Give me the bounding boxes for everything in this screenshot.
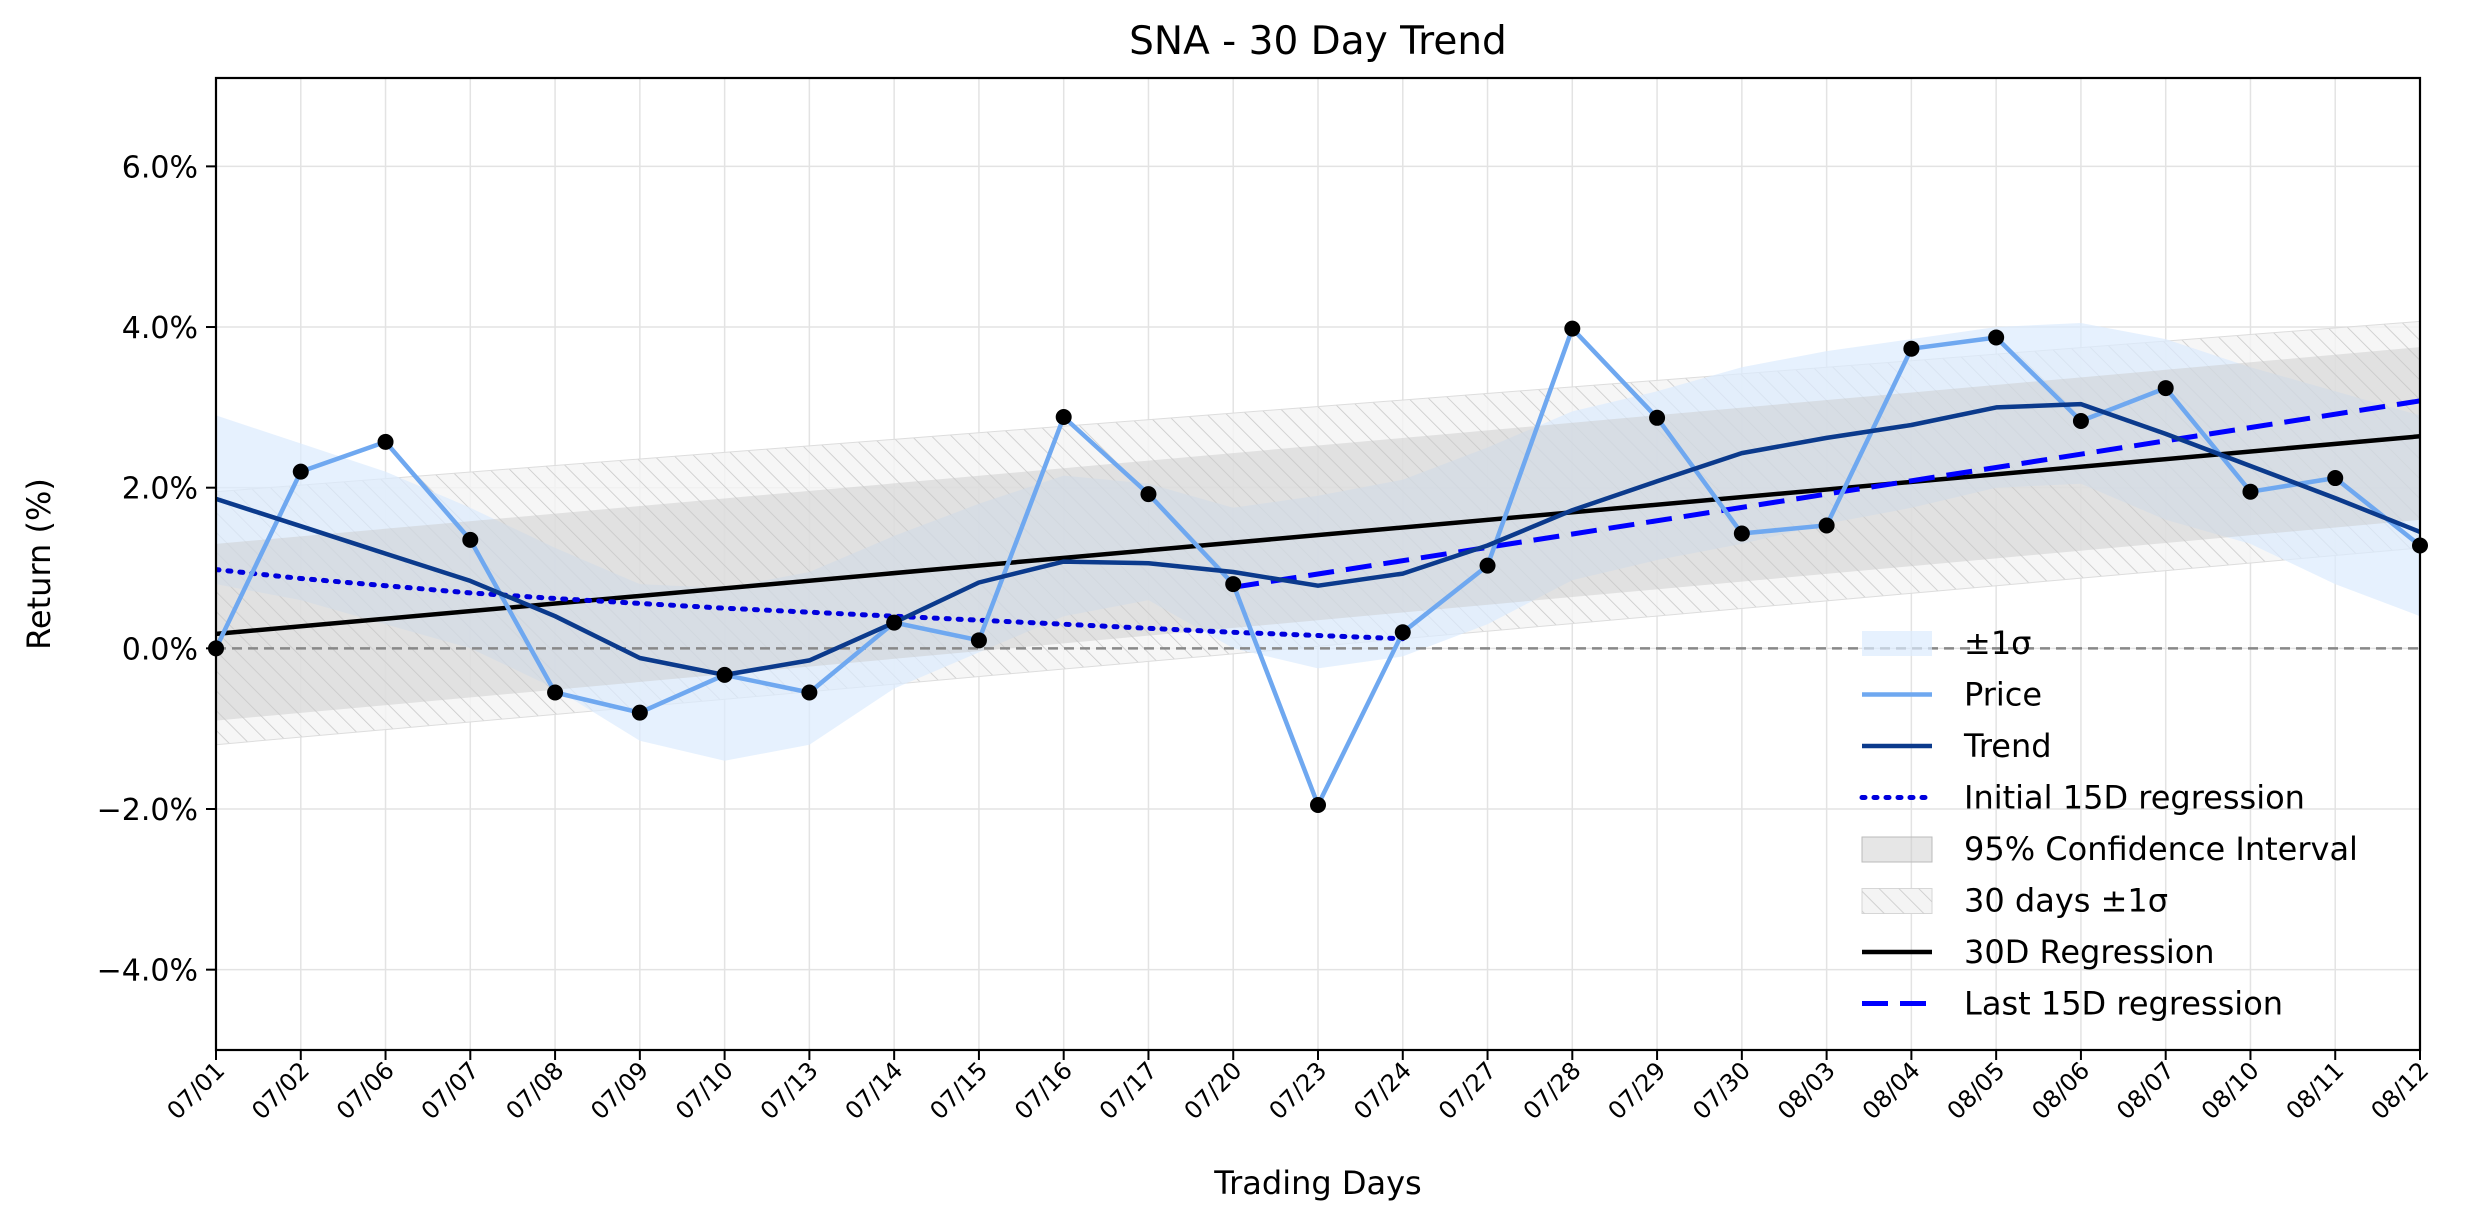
x-tick-label: 07/30 xyxy=(1687,1056,1756,1125)
legend-swatch-hatch xyxy=(1862,888,1932,914)
price-point xyxy=(377,433,394,450)
legend-label-last-15d-regression: Last 15D regression xyxy=(1964,985,2283,1023)
price-point xyxy=(2242,483,2259,500)
price-point xyxy=(2157,380,2174,397)
y-tick-label: 4.0% xyxy=(122,311,198,346)
x-tick-label: 07/28 xyxy=(1518,1056,1587,1125)
x-tick-label: 07/15 xyxy=(924,1056,993,1125)
price-point xyxy=(1394,624,1411,641)
price-point xyxy=(292,463,309,480)
x-tick-label: 08/12 xyxy=(2366,1056,2435,1125)
x-tick-label: 07/08 xyxy=(501,1056,570,1125)
price-point xyxy=(1479,557,1496,574)
x-tick-label: 08/04 xyxy=(1857,1056,1926,1125)
legend-label--1-: ±1σ xyxy=(1964,624,2031,662)
price-point xyxy=(1564,320,1581,337)
x-axis: 07/01 07/02 07/06 07/07 07/08 07/09 07/10 07/13… xyxy=(162,1050,2435,1125)
x-tick-label: 07/10 xyxy=(670,1056,739,1125)
x-tick-label: 07/07 xyxy=(416,1056,485,1125)
price-point xyxy=(1649,409,1666,426)
legend: ±1σ Price Trend Initial 15D regression 95% C… xyxy=(1859,624,2358,1023)
legend-swatch-95-confidence-interval xyxy=(1861,836,1933,863)
legend-label-trend: Trend xyxy=(1963,727,2052,765)
x-tick-label: 07/13 xyxy=(755,1056,824,1125)
price-point xyxy=(1140,486,1157,503)
legend-swatch--1- xyxy=(1862,631,1932,656)
price-point xyxy=(886,614,903,631)
price-markers xyxy=(208,320,2428,813)
legend-label-initial-15d-regression: Initial 15D regression xyxy=(1964,779,2305,817)
price-point xyxy=(1310,796,1326,813)
x-tick-label: 07/27 xyxy=(1433,1056,1502,1125)
price-point xyxy=(716,666,733,683)
x-tick-label: 07/01 xyxy=(162,1056,231,1125)
price-point xyxy=(547,684,564,701)
price-point xyxy=(2327,470,2344,487)
y-tick-label: 2.0% xyxy=(122,472,198,507)
price-point xyxy=(1818,517,1835,534)
x-tick-label: 07/09 xyxy=(585,1056,654,1125)
x-tick-label: 07/17 xyxy=(1094,1056,1163,1125)
price-point xyxy=(1055,408,1072,425)
x-tick-label: 07/20 xyxy=(1179,1056,1248,1125)
x-tick-label: 08/11 xyxy=(2281,1056,2350,1125)
x-tick-label: 07/06 xyxy=(331,1056,400,1125)
x-tick-label: 07/29 xyxy=(1603,1056,1672,1125)
x-tick-label: 07/23 xyxy=(1264,1056,1333,1125)
x-tick-label: 08/03 xyxy=(1772,1056,1841,1125)
x-tick-label: 08/07 xyxy=(2111,1056,2180,1125)
legend-label-95-confidence-interval: 95% Confidence Interval xyxy=(1964,830,2358,868)
chart-title: SNA - 30 Day Trend xyxy=(1129,19,1507,64)
x-tick-label: 07/16 xyxy=(1009,1056,1078,1125)
price-point xyxy=(1733,525,1750,542)
y-axis: −4.0% −2.0% 0.0% 2.0% 4.0% 6.0% xyxy=(97,150,216,989)
price-point xyxy=(1988,329,2005,346)
price-point xyxy=(1225,576,1242,593)
y-tick-label: 6.0% xyxy=(122,150,198,185)
legend-label-30-days-1-: 30 days ±1σ xyxy=(1964,882,2168,920)
y-tick-label: −4.0% xyxy=(97,954,198,989)
x-tick-label: 08/06 xyxy=(2026,1056,2095,1125)
x-tick-label: 07/14 xyxy=(840,1056,909,1125)
price-point xyxy=(462,531,479,548)
series-last-15d-regression xyxy=(1232,398,2420,590)
y-tick-label: 0.0% xyxy=(122,632,198,667)
legend-label-price: Price xyxy=(1964,676,2042,714)
series-trend xyxy=(216,401,2420,678)
price-point xyxy=(1903,340,1920,357)
x-tick-label: 08/05 xyxy=(1942,1056,2011,1125)
legend-label-30d-regression: 30D Regression xyxy=(1964,933,2215,971)
series-30d-regression xyxy=(216,434,2420,637)
price-point xyxy=(801,684,818,701)
x-axis-title: Trading Days xyxy=(1213,1164,1421,1202)
x-tick-label: 07/02 xyxy=(246,1056,315,1125)
x-tick-label: 08/10 xyxy=(2196,1056,2265,1125)
price-point xyxy=(970,632,987,649)
y-tick-label: −2.0% xyxy=(97,793,198,828)
y-axis-title: Return (%) xyxy=(20,478,58,650)
price-point xyxy=(631,704,648,721)
x-tick-label: 07/24 xyxy=(1348,1056,1417,1125)
price-point xyxy=(2072,413,2089,430)
